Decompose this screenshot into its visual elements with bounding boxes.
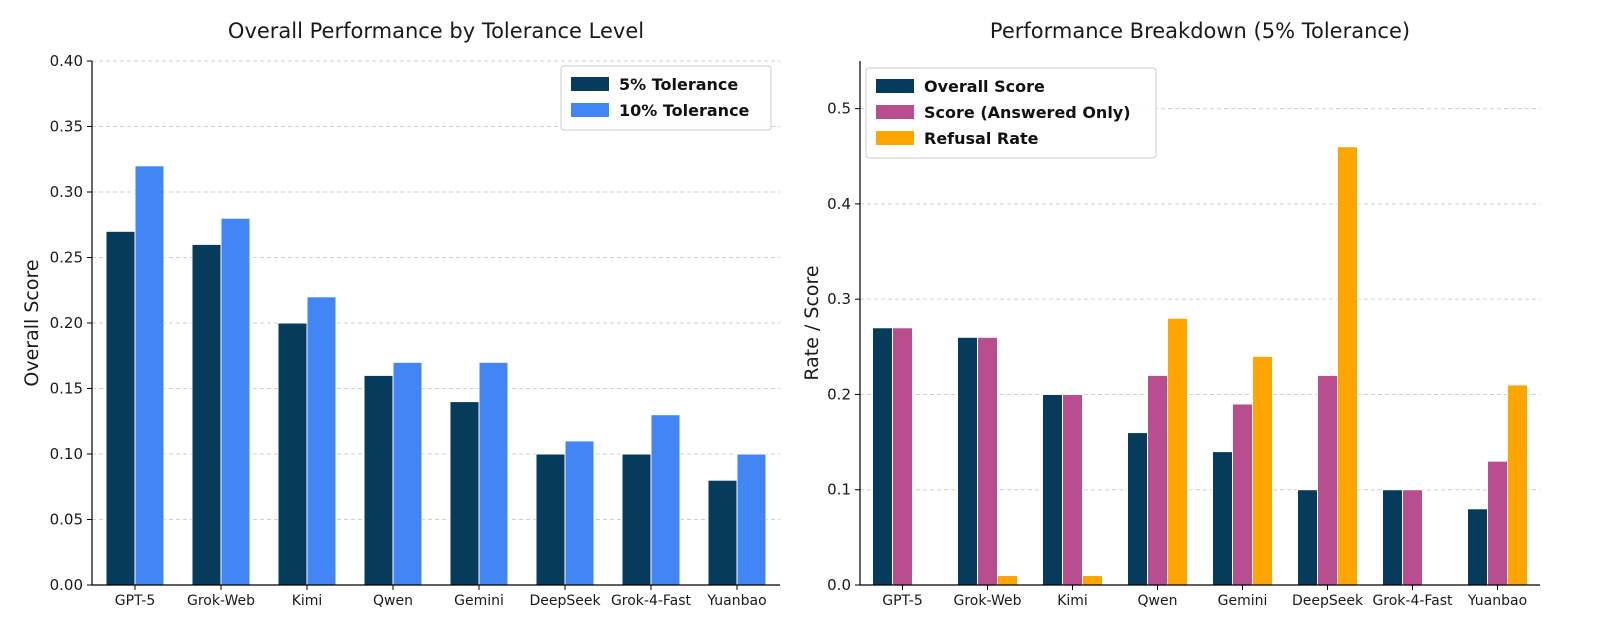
bar-qwen-s1: [363, 374, 394, 586]
y-tick-label: 0.05: [50, 511, 83, 529]
y-tick-label: 0.5: [827, 100, 851, 118]
x-tick-label: Qwen: [1138, 593, 1178, 609]
bar-qwen-s1: [1127, 432, 1148, 586]
left-chart-panel: Overall Performance by Tolerance Level Ov…: [21, 19, 780, 609]
x-tick-label: Grok-Web: [954, 593, 1022, 609]
bar-grok-web-s2: [220, 217, 251, 586]
x-tick-label: DeepSeek: [1292, 593, 1364, 609]
bar-deepseek-s2: [1317, 374, 1338, 586]
y-tick-label: 0.2: [827, 385, 851, 403]
y-tick-label: 0.20: [50, 314, 83, 332]
y-tick-label: 0.10: [50, 445, 83, 463]
y-tick-label: 0.30: [50, 183, 83, 201]
bar-gemini-s2: [478, 361, 509, 586]
legend-label: 10% Tolerance: [619, 101, 750, 120]
x-tick-label: Yuanbao: [706, 593, 766, 609]
x-tick-label: Grok-4-Fast: [611, 593, 692, 609]
bar-qwen-s2: [1147, 374, 1168, 586]
bar-gpt-5-s2: [134, 165, 165, 586]
x-tick-label: Yuanbao: [1467, 593, 1527, 609]
legend-label: Overall Score: [924, 77, 1045, 96]
x-tick-label: Qwen: [373, 593, 413, 609]
bar-deepseek-s2: [564, 440, 595, 586]
bar-gpt-5-s1: [105, 230, 136, 586]
x-tick-label: GPT-5: [115, 593, 156, 609]
legend-box: [560, 65, 772, 131]
x-tick-label: Grok-Web: [187, 593, 255, 609]
right-chart-panel: Performance Breakdown (5% Tolerance) Rate…: [801, 19, 1540, 609]
bar-grok-4-fast-s1: [1382, 489, 1403, 586]
bar-grok-web-s3: [997, 574, 1018, 586]
legend-swatch: [876, 105, 914, 119]
bar-yuanbao-s1: [1467, 508, 1488, 586]
legend-box: [865, 67, 1157, 159]
bar-yuanbao-s1: [707, 479, 738, 586]
bar-gpt-5-s1: [872, 327, 893, 586]
legend-label: 5% Tolerance: [619, 75, 738, 94]
y-tick-label: 0.35: [50, 118, 83, 136]
x-tick-label: DeepSeek: [529, 593, 601, 609]
chart-title: Overall Performance by Tolerance Level: [228, 19, 644, 43]
y-tick-label: 0.15: [50, 380, 83, 398]
bar-gemini-s1: [449, 401, 480, 586]
legend: 5% Tolerance 10% Tolerance: [560, 65, 772, 131]
bar-grok-web-s2: [977, 336, 998, 586]
bar-yuanbao-s2: [736, 453, 767, 586]
bar-kimi-s2: [306, 296, 337, 586]
bar-grok-web-s1: [191, 243, 222, 586]
bar-deepseek-s3: [1337, 146, 1358, 586]
bar-gemini-s2: [1232, 403, 1253, 586]
legend-swatch: [571, 77, 609, 91]
bar-kimi-s1: [1042, 393, 1063, 586]
y-tick-label: 0.00: [50, 576, 83, 594]
bar-yuanbao-s2: [1487, 460, 1508, 586]
y-axis-label: Rate / Score: [801, 265, 823, 380]
x-tick-label: Gemini: [1218, 593, 1268, 609]
legend-swatch: [876, 131, 914, 145]
bar-kimi-s2: [1062, 393, 1083, 586]
y-tick-label: 0.3: [827, 290, 851, 308]
x-tick-label: GPT-5: [882, 593, 923, 609]
bar-grok-4-fast-s2: [1402, 489, 1423, 586]
chart-title: Performance Breakdown (5% Tolerance): [990, 19, 1410, 43]
bar-qwen-s2: [392, 361, 423, 586]
bar-gemini-s1: [1212, 451, 1233, 586]
bar-gpt-5-s2: [892, 327, 913, 586]
legend: Overall Score Score (Answered Only) Refusa…: [865, 67, 1157, 159]
legend-swatch: [876, 79, 914, 93]
x-tick-label: Grok-4-Fast: [1372, 593, 1453, 609]
bar-qwen-s3: [1167, 317, 1188, 586]
x-tick-label: Kimi: [292, 593, 323, 609]
bar-gemini-s3: [1252, 355, 1273, 586]
y-tick-label: 0.4: [827, 195, 851, 213]
legend-label: Refusal Rate: [924, 129, 1039, 148]
bar-grok-4-fast-s1: [621, 453, 652, 586]
bar-grok-4-fast-s2: [650, 414, 681, 586]
y-tick-label: 0.40: [50, 52, 83, 70]
bar-kimi-s3: [1082, 574, 1103, 586]
legend-swatch: [571, 103, 609, 117]
y-tick-label: 0.25: [50, 249, 83, 267]
y-axis-label: Overall Score: [21, 259, 43, 386]
bar-kimi-s1: [277, 322, 308, 586]
y-tick-label: 0.1: [827, 481, 851, 499]
bar-deepseek-s1: [535, 453, 566, 586]
y-tick-label: 0.0: [827, 576, 851, 594]
bar-grok-web-s1: [957, 336, 978, 586]
x-tick-label: Kimi: [1057, 593, 1088, 609]
x-tick-label: Gemini: [454, 593, 504, 609]
legend-label: Score (Answered Only): [924, 103, 1131, 122]
bar-yuanbao-s3: [1507, 384, 1528, 586]
bar-deepseek-s1: [1297, 489, 1318, 586]
